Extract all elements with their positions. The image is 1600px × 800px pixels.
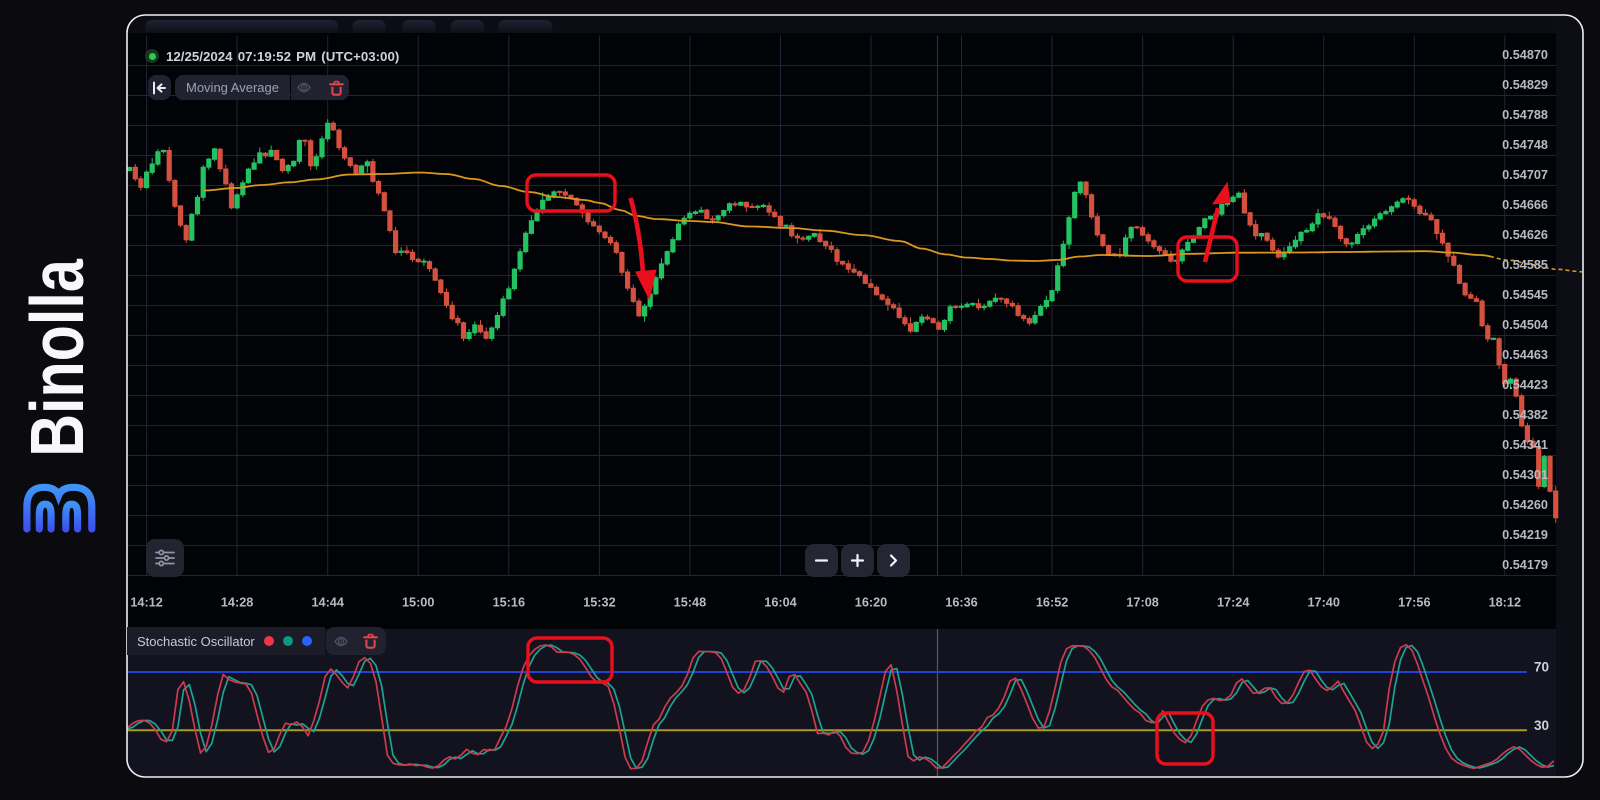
svg-text:14:44: 14:44 — [311, 596, 343, 610]
svg-text:0.54626: 0.54626 — [1502, 228, 1548, 242]
svg-text:0.54504: 0.54504 — [1502, 318, 1548, 332]
svg-text:Binolla: Binolla — [16, 258, 99, 457]
svg-text:0.54423: 0.54423 — [1502, 378, 1548, 392]
svg-text:18:12: 18:12 — [1489, 596, 1521, 610]
svg-text:0.54301: 0.54301 — [1502, 468, 1548, 482]
svg-text:17:08: 17:08 — [1126, 596, 1158, 610]
svg-text:17:24: 17:24 — [1217, 596, 1249, 610]
svg-text:16:52: 16:52 — [1036, 596, 1068, 610]
svg-text:17:40: 17:40 — [1307, 596, 1339, 610]
svg-text:0.54341: 0.54341 — [1502, 438, 1548, 452]
svg-text:0.54870: 0.54870 — [1502, 48, 1548, 62]
svg-text:0.54748: 0.54748 — [1502, 138, 1548, 152]
svg-text:15:32: 15:32 — [583, 596, 615, 610]
svg-text:0.54666: 0.54666 — [1502, 198, 1548, 212]
svg-text:14:12: 14:12 — [130, 596, 162, 610]
svg-text:0.54829: 0.54829 — [1502, 78, 1548, 92]
svg-text:30: 30 — [1534, 718, 1549, 733]
svg-text:16:36: 16:36 — [945, 596, 977, 610]
svg-text:0.54788: 0.54788 — [1502, 108, 1548, 122]
svg-text:70: 70 — [1534, 660, 1549, 675]
svg-text:14:28: 14:28 — [221, 596, 253, 610]
svg-text:0.54585: 0.54585 — [1502, 258, 1548, 272]
svg-text:15:48: 15:48 — [674, 596, 706, 610]
svg-text:0.54219: 0.54219 — [1502, 528, 1548, 542]
svg-text:17:56: 17:56 — [1398, 596, 1430, 610]
svg-text:0.54707: 0.54707 — [1502, 168, 1548, 182]
svg-text:0.54260: 0.54260 — [1502, 498, 1548, 512]
svg-text:16:04: 16:04 — [764, 596, 796, 610]
svg-text:0.54179: 0.54179 — [1502, 558, 1548, 572]
svg-text:15:16: 15:16 — [493, 596, 525, 610]
svg-text:16:20: 16:20 — [855, 596, 887, 610]
svg-text:0.54463: 0.54463 — [1502, 348, 1548, 362]
svg-text:15:00: 15:00 — [402, 596, 434, 610]
svg-text:0.54545: 0.54545 — [1502, 288, 1548, 302]
svg-text:0.54382: 0.54382 — [1502, 408, 1548, 422]
